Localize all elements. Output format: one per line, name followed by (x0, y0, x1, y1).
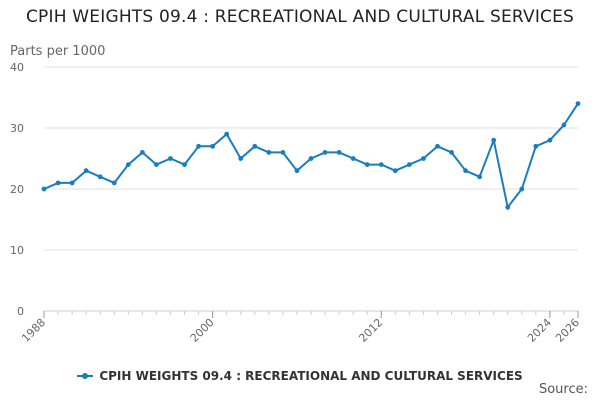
data-point (519, 186, 525, 192)
series-line (43, 103, 579, 209)
data-point (491, 137, 497, 143)
data-point (252, 143, 258, 149)
data-point (168, 156, 173, 161)
data-point (280, 150, 286, 155)
y-axis-label: Parts per 1000 (10, 44, 106, 59)
legend-label: CPIH WEIGHTS 09.4 : RECREATIONAL AND CUL… (99, 369, 523, 383)
data-point (533, 143, 539, 149)
chart-title: CPIH WEIGHTS 09.4 : RECREATIONAL AND CUL… (25, 7, 575, 27)
data-point (182, 162, 187, 168)
data-point (210, 143, 216, 149)
data-point (350, 156, 356, 161)
data-point (196, 143, 201, 149)
legend-line-marker-icon (77, 373, 94, 379)
x-tick-label-2012: 2012 (356, 316, 385, 345)
data-point (224, 131, 230, 137)
data-point (111, 180, 117, 186)
grid-lines (44, 66, 578, 312)
y-tick-label-20: 20 (10, 183, 24, 196)
data-point (449, 150, 454, 155)
data-point (378, 162, 384, 168)
data-point (83, 168, 89, 174)
data-point (308, 156, 314, 161)
data-point (97, 174, 103, 180)
data-point (266, 150, 272, 155)
x-tick-label-1988: 1988 (19, 316, 48, 345)
data-point (561, 122, 567, 128)
x-tick-label-2000: 2000 (188, 316, 217, 345)
data-point (392, 168, 398, 174)
x-axis: 1988 2000 2012 2024 2026 (19, 310, 582, 345)
y-tick-label-10: 10 (10, 244, 24, 257)
data-point (69, 180, 75, 186)
y-tick-label-0: 0 (17, 305, 24, 318)
data-point (238, 156, 244, 161)
data-point (125, 162, 131, 168)
data-point (477, 174, 483, 180)
data-point (154, 162, 159, 168)
data-point (322, 150, 328, 155)
legend[interactable]: CPIH WEIGHTS 09.4 : RECREATIONAL AND CUL… (0, 366, 600, 383)
data-point (421, 156, 426, 161)
data-point (575, 101, 581, 106)
data-point (435, 143, 440, 149)
series-layer (41, 101, 581, 210)
x-tick-label-2026: 2026 (553, 316, 582, 345)
data-point (463, 168, 468, 174)
data-point (364, 162, 370, 168)
source-label: Source: (538, 382, 588, 397)
data-point (55, 180, 61, 186)
data-point (41, 186, 47, 192)
legend-item[interactable]: CPIH WEIGHTS 09.4 : RECREATIONAL AND CUL… (77, 369, 523, 383)
data-point (505, 204, 511, 210)
data-point (139, 150, 145, 155)
data-point (406, 162, 412, 168)
y-tick-label-40: 40 (10, 61, 24, 74)
y-tick-label-30: 30 (10, 122, 24, 135)
x-tick-label-2024: 2024 (525, 316, 554, 345)
data-point (336, 150, 342, 155)
y-axis-ticks: 0 10 20 30 40 (10, 61, 24, 318)
data-point (294, 168, 300, 174)
data-point (547, 137, 553, 143)
